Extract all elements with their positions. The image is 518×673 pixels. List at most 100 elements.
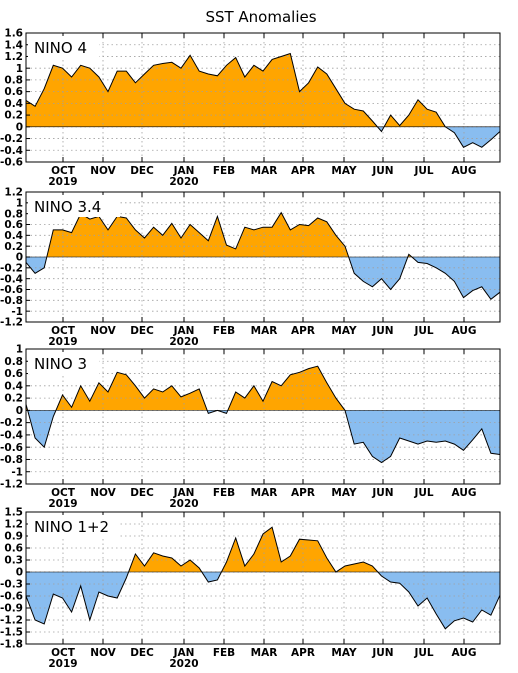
month-label: MAR (251, 647, 278, 659)
y-tick-label: -1 (11, 466, 23, 478)
year-label: 2020 (169, 336, 198, 348)
plot-frame (25, 32, 501, 163)
panel-label-box (28, 195, 120, 217)
month-label: JUL (413, 647, 433, 659)
y-tick-label: 1.4 (4, 39, 23, 51)
month-label: FEB (213, 487, 235, 499)
plot-frame (25, 191, 501, 323)
y-tick-label: 1 (16, 197, 23, 209)
negative-anomaly-area (26, 572, 500, 629)
month-label: OCT (51, 647, 76, 659)
y-tick-label: 1.2 (4, 187, 23, 199)
month-label: FEB (213, 647, 235, 659)
month-label: APR (291, 165, 315, 177)
month-label: MAR (251, 325, 278, 337)
month-label: MAR (251, 165, 278, 177)
month-label: APR (291, 487, 315, 499)
month-label: NOV (90, 647, 116, 659)
y-tick-label: 1.5 (4, 507, 23, 519)
year-label: 2020 (169, 498, 198, 510)
y-tick-label: -0.4 (0, 273, 23, 285)
month-label: FEB (213, 325, 235, 337)
y-tick-label: 0.3 (4, 555, 23, 567)
year-label: 2020 (169, 658, 198, 670)
y-tick-label: 0.4 (4, 230, 23, 242)
panel-label-box (28, 515, 120, 537)
month-label: AUG (452, 487, 477, 499)
y-tick-label: -0.6 (0, 591, 23, 603)
year-label: 2019 (48, 658, 77, 670)
y-tick-label: 0 (16, 405, 23, 417)
month-label: OCT (51, 325, 76, 337)
positive-anomaly-area (26, 366, 345, 411)
month-label: JUN (371, 647, 393, 659)
plot-frame (25, 348, 501, 485)
anomaly-series-line (26, 211, 500, 301)
anomaly-series-line (26, 52, 500, 148)
month-label: JUN (371, 165, 393, 177)
y-tick-label: 0.4 (4, 98, 23, 110)
panel-4: 1.51.20.90.60.30-0.3-0.6-0.9-1.2-1.5-1.8… (0, 507, 501, 670)
y-tick-label: -0.6 (0, 442, 23, 454)
y-tick-label: -1.8 (0, 639, 23, 651)
y-tick-label: 0.6 (4, 543, 23, 555)
y-tick-label: 0.4 (4, 380, 23, 392)
panels-group: 1.61.41.210.80.60.40.20-0.2-0.4-0.6NINO … (0, 28, 501, 670)
panel-label: NINO 3 (34, 355, 87, 373)
y-tick-label: -0.4 (0, 430, 23, 442)
month-label: OCT (51, 165, 76, 177)
y-tick-label: -0.6 (0, 157, 23, 169)
month-label: MAY (331, 325, 357, 337)
y-tick-label: -0.2 (0, 417, 23, 429)
month-label: JAN (173, 165, 195, 177)
y-tick-label: -1.2 (0, 317, 23, 329)
y-tick-label: 0 (16, 121, 23, 133)
y-tick-label: 0.6 (4, 86, 23, 98)
month-label: MAR (251, 487, 278, 499)
y-tick-label: 0.9 (4, 531, 23, 543)
y-tick-label: 0.2 (4, 393, 23, 405)
positive-anomaly-area (26, 212, 500, 257)
y-tick-label: -1 (11, 306, 23, 318)
negative-anomaly-area (377, 126, 500, 148)
panel-3: 10.80.60.40.20-0.2-0.4-0.6-0.8-1-1.2 NINO… (0, 344, 501, 510)
y-tick-label: 0.2 (4, 241, 23, 253)
month-label: JUL (413, 487, 433, 499)
month-label: APR (291, 325, 315, 337)
month-label: FEB (213, 165, 235, 177)
positive-anomaly-area (26, 53, 500, 127)
month-label: AUG (452, 165, 477, 177)
year-label: 2019 (48, 336, 77, 348)
y-tick-label: -0.6 (0, 284, 23, 296)
y-tick-label: -0.4 (0, 145, 23, 157)
y-tick-label: 0 (16, 567, 23, 579)
y-tick-label: 1.6 (4, 28, 23, 40)
plot-frame (25, 511, 501, 645)
panel-label-box (28, 352, 99, 374)
month-label: APR (291, 647, 315, 659)
y-tick-label: -0.9 (0, 603, 23, 615)
y-tick-label: -0.3 (0, 579, 23, 591)
panel-label-box (28, 36, 99, 58)
month-label: JUN (371, 487, 393, 499)
panel-label: NINO 4 (34, 39, 87, 57)
year-label: 2019 (48, 176, 77, 188)
month-label: JUL (413, 325, 433, 337)
y-tick-label: 1 (16, 63, 23, 75)
negative-anomaly-area (26, 410, 500, 463)
y-tick-label: 0.8 (4, 75, 23, 87)
y-tick-label: 1 (16, 344, 23, 356)
month-label: JUN (371, 325, 393, 337)
month-label: NOV (90, 325, 116, 337)
y-tick-label: -0.8 (0, 454, 23, 466)
y-tick-label: -0.2 (0, 133, 23, 145)
month-label: JUL (413, 165, 433, 177)
month-label: MAY (331, 165, 357, 177)
month-label: DEC (130, 165, 154, 177)
month-label: AUG (452, 325, 477, 337)
y-tick-label: 0.8 (4, 208, 23, 220)
month-label: JAN (173, 487, 195, 499)
y-tick-label: 0.8 (4, 356, 23, 368)
month-label: MAY (331, 487, 357, 499)
